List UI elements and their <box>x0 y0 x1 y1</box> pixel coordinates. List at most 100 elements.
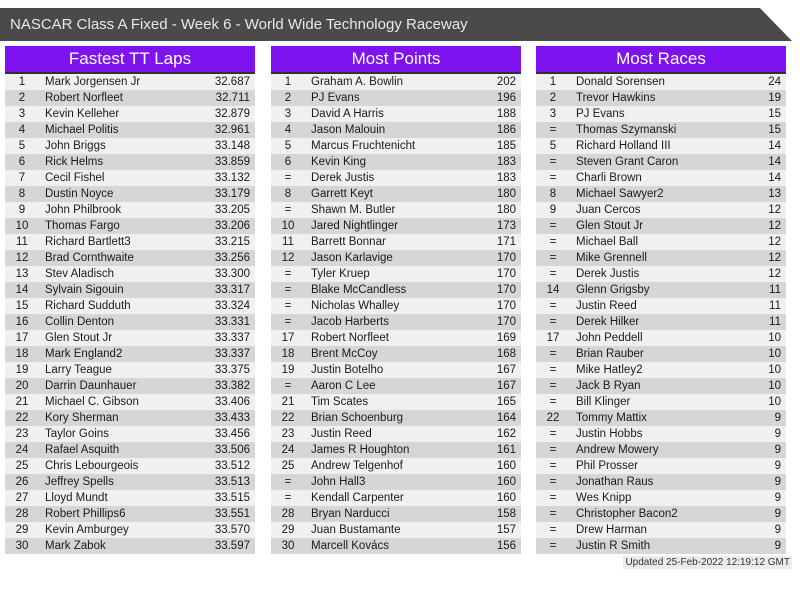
row-value: 170 <box>496 316 516 328</box>
table-row: = Derek Justis 12 <box>536 266 786 282</box>
row-rank: 6 <box>18 156 26 168</box>
row-driver-name: Richard Bartlett3 <box>45 236 131 248</box>
panel-rows-most-points: 1 Graham A. Bowlin 202 2 PJ Evans 196 3 David A… <box>271 74 521 554</box>
table-row: = Jonathan Raus 9 <box>536 474 786 490</box>
row-value: 13 <box>768 188 781 200</box>
row-rank: 23 <box>15 428 29 440</box>
table-row: = Mike Grennell 12 <box>536 250 786 266</box>
table-row: = Christopher Bacon2 9 <box>536 506 786 522</box>
table-row: = Derek Justis 183 <box>271 170 521 186</box>
row-rank: = <box>549 268 557 280</box>
row-rank: 28 <box>15 508 29 520</box>
row-driver-name: Sylvain Sigouin <box>45 284 124 296</box>
table-row: 7 Cecil Fishel 33.132 <box>5 170 255 186</box>
row-driver-name: Derek Justis <box>311 172 375 184</box>
row-driver-name: Darrin Daunhauer <box>45 380 137 392</box>
row-rank: 25 <box>15 460 29 472</box>
row-rank: 22 <box>546 412 560 424</box>
row-value: 24 <box>768 76 781 88</box>
table-row: 25 Chris Lebourgeois 33.512 <box>5 458 255 474</box>
row-rank: 3 <box>549 108 557 120</box>
row-value: 14 <box>768 156 781 168</box>
row-value: 15 <box>768 124 781 136</box>
row-driver-name: Marcus Fruchtenicht <box>311 140 416 152</box>
row-value: 161 <box>496 444 516 456</box>
row-value: 171 <box>496 236 516 248</box>
row-driver-name: Justin R Smith <box>576 540 651 552</box>
row-driver-name: Garrett Keyt <box>311 188 373 200</box>
table-row: 26 Jeffrey Spells 33.513 <box>5 474 255 490</box>
row-driver-name: Taylor Goins <box>45 428 109 440</box>
row-value: 10 <box>768 396 781 408</box>
table-row: 6 Kevin King 183 <box>271 154 521 170</box>
row-value: 33.506 <box>214 444 250 456</box>
row-driver-name: Robert Norfleet <box>45 92 123 104</box>
row-value: 12 <box>768 252 781 264</box>
row-rank: 15 <box>15 300 29 312</box>
row-value: 185 <box>496 140 516 152</box>
row-driver-name: Glen Stout Jr <box>576 220 644 232</box>
row-value: 196 <box>496 92 516 104</box>
row-driver-name: Tim Scates <box>311 396 369 408</box>
row-value: 12 <box>768 220 781 232</box>
row-driver-name: Bill Klinger <box>576 396 631 408</box>
table-row: 10 Jared Nightlinger 173 <box>271 218 521 234</box>
row-rank: = <box>284 300 292 312</box>
row-driver-name: Glenn Grigsby <box>576 284 650 296</box>
row-driver-name: Dustin Noyce <box>45 188 114 200</box>
row-value: 10 <box>768 348 781 360</box>
row-rank: = <box>549 364 557 376</box>
row-value: 11 <box>769 300 781 312</box>
row-value: 33.317 <box>214 284 250 296</box>
table-row: = Justin Hobbs 9 <box>536 426 786 442</box>
table-row: 24 James R Houghton 161 <box>271 442 521 458</box>
row-value: 33.551 <box>214 508 250 520</box>
table-row: 2 Robert Norfleet 32.711 <box>5 90 255 106</box>
row-rank: 11 <box>16 236 28 248</box>
row-driver-name: Tommy Mattix <box>576 412 647 424</box>
row-value: 9 <box>774 412 781 424</box>
row-rank: = <box>549 460 557 472</box>
table-row: 1 Graham A. Bowlin 202 <box>271 74 521 90</box>
row-driver-name: Christopher Bacon2 <box>576 508 678 520</box>
row-rank: 8 <box>18 188 26 200</box>
row-rank: = <box>284 268 292 280</box>
table-row: = Bill Klinger 10 <box>536 394 786 410</box>
row-value: 33.570 <box>214 524 250 536</box>
table-row: 23 Taylor Goins 33.456 <box>5 426 255 442</box>
row-rank: 17 <box>546 332 560 344</box>
row-value: 202 <box>496 76 516 88</box>
row-rank: = <box>549 348 557 360</box>
row-driver-name: Bryan Narducci <box>311 508 390 520</box>
row-rank: 29 <box>15 524 29 536</box>
row-rank: 14 <box>546 284 560 296</box>
table-row: = Shawn M. Butler 180 <box>271 202 521 218</box>
row-rank: 11 <box>282 236 294 248</box>
row-value: 173 <box>496 220 516 232</box>
row-rank: = <box>549 316 557 328</box>
table-row: = Michael Ball 12 <box>536 234 786 250</box>
row-driver-name: Shawn M. Butler <box>311 204 396 216</box>
row-rank: 18 <box>281 348 295 360</box>
table-row: 8 Dustin Noyce 33.179 <box>5 186 255 202</box>
row-driver-name: Andrew Mowery <box>576 444 659 456</box>
page-title: NASCAR Class A Fixed - Week 6 - World Wi… <box>10 16 468 33</box>
row-value: 12 <box>768 236 781 248</box>
table-row: 21 Tim Scates 165 <box>271 394 521 410</box>
table-row: = Justin Reed 11 <box>536 298 786 314</box>
row-rank: = <box>284 492 292 504</box>
row-driver-name: John Briggs <box>45 140 106 152</box>
row-driver-name: PJ Evans <box>311 92 360 104</box>
row-rank: 21 <box>15 396 29 408</box>
row-rank: 3 <box>284 108 292 120</box>
row-value: 160 <box>496 460 516 472</box>
row-driver-name: Kevin Amburgey <box>45 524 129 536</box>
table-row: 2 Trevor Hawkins 19 <box>536 90 786 106</box>
row-driver-name: Kory Sherman <box>45 412 119 424</box>
row-value: 33.300 <box>214 268 250 280</box>
row-value: 170 <box>496 252 516 264</box>
row-value: 33.513 <box>214 476 250 488</box>
table-row: 3 Kevin Kelleher 32.879 <box>5 106 255 122</box>
row-value: 160 <box>496 492 516 504</box>
row-driver-name: Barrett Bonnar <box>311 236 386 248</box>
